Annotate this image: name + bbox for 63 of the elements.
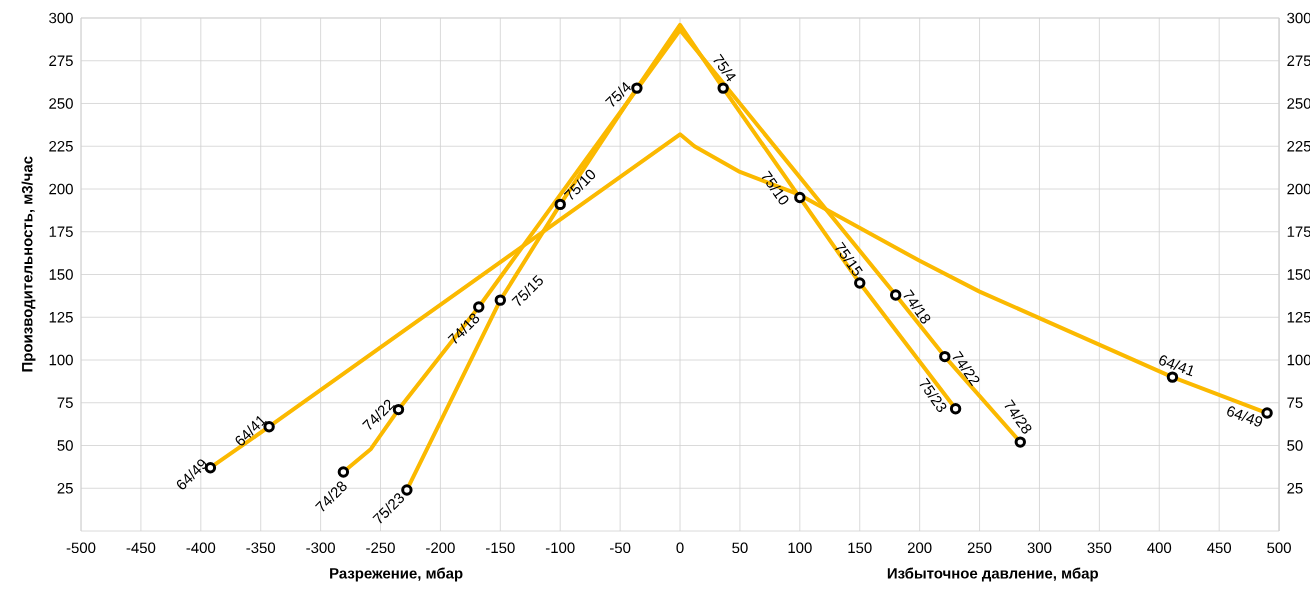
y2-tick-label: 25 xyxy=(1287,482,1303,494)
x-tick-label: -500 xyxy=(66,542,96,554)
point xyxy=(554,198,566,211)
y2-tick-label: 250 xyxy=(1287,98,1310,109)
y-tick-label: 275 xyxy=(49,55,73,67)
y-tick-label: 250 xyxy=(49,98,73,109)
point xyxy=(854,277,866,289)
x-tick-label: -150 xyxy=(486,542,515,554)
point xyxy=(473,301,485,313)
x-tick-label: -100 xyxy=(545,542,575,554)
y-tick-label: 225 xyxy=(49,140,73,152)
x-tick-label: 200 xyxy=(907,542,932,554)
point xyxy=(717,82,729,94)
x-tick-label: -300 xyxy=(306,542,335,554)
point xyxy=(337,466,350,478)
y-tick-label: 75 xyxy=(57,397,73,408)
annotation: 64/49 xyxy=(1227,406,1263,427)
y-tick-label: 150 xyxy=(49,269,73,280)
y-tick-label: 300 xyxy=(49,12,73,24)
x-tick-label: 500 xyxy=(1267,542,1291,554)
y2-tick-label: 150 xyxy=(1287,269,1310,280)
y-tick-label: 25 xyxy=(57,482,73,494)
y-axis-title: Производительность, м3/час xyxy=(21,156,36,372)
y2-tick-label: 275 xyxy=(1287,55,1310,67)
text: Избыточное давление, мбар xyxy=(887,567,1099,582)
point xyxy=(494,294,507,306)
x-axis-title: Разрежение, мбар xyxy=(330,567,463,582)
point xyxy=(889,289,902,301)
x-tick-label: -50 xyxy=(609,542,631,554)
y-tick-label: 100 xyxy=(49,354,73,366)
y2-tick-label: 50 xyxy=(1287,440,1303,451)
y-tick-label: 50 xyxy=(57,440,73,451)
point xyxy=(1014,436,1026,448)
x-tick-label: 300 xyxy=(1027,542,1052,554)
point xyxy=(631,82,643,94)
y2-tick-label: 200 xyxy=(1287,183,1310,195)
x-tick-label: 350 xyxy=(1087,542,1112,554)
point xyxy=(949,403,962,415)
y-tick-label: 200 xyxy=(49,183,73,195)
x-tick-label: 400 xyxy=(1147,542,1172,554)
x-tick-label: 50 xyxy=(732,542,748,554)
y2-tick-label: 100 xyxy=(1287,354,1310,366)
point xyxy=(794,191,806,204)
point xyxy=(939,350,951,363)
y2-tick-label: 125 xyxy=(1287,311,1310,323)
annotation: 75/4 xyxy=(604,82,631,107)
annotation: 64/41 xyxy=(1159,355,1193,377)
y2-tick-label: 175 xyxy=(1287,226,1310,237)
x-tick-label: 150 xyxy=(848,542,872,554)
y-tick-label: 175 xyxy=(49,226,73,237)
y2-tick-label: 75 xyxy=(1287,397,1303,408)
x-tick-label: 250 xyxy=(967,542,992,554)
y2-tick-label: 300 xyxy=(1287,12,1310,24)
x-tick-label: -250 xyxy=(366,542,395,554)
x-tick-label: -450 xyxy=(126,542,156,554)
x-tick-label: -350 xyxy=(246,542,276,554)
y-tick-label: 125 xyxy=(49,311,73,323)
y2-tick-label: 225 xyxy=(1287,140,1310,152)
x-tick-label: 0 xyxy=(676,542,684,554)
x-tick-label: -200 xyxy=(426,542,455,554)
x-tick-label: 450 xyxy=(1207,542,1232,554)
x-tick-label: -400 xyxy=(186,542,216,554)
x-tick-label: 100 xyxy=(788,542,812,554)
